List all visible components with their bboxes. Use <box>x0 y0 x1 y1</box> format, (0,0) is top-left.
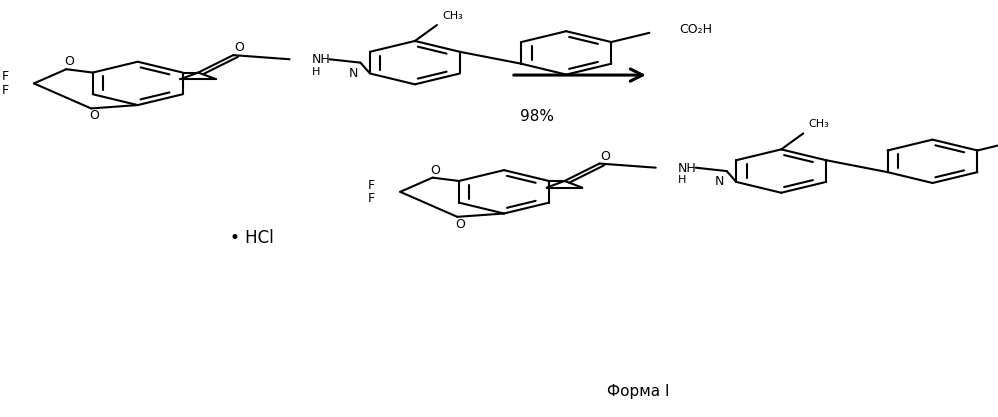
Text: • HCl: • HCl <box>230 229 273 247</box>
Text: Форма I: Форма I <box>608 384 670 399</box>
Text: NH: NH <box>678 162 697 175</box>
Text: O: O <box>89 109 99 123</box>
Text: O: O <box>455 218 465 231</box>
Text: O: O <box>430 163 440 177</box>
Text: H: H <box>678 175 686 185</box>
Text: CO₂H: CO₂H <box>680 23 713 36</box>
Text: N: N <box>348 67 358 80</box>
Text: O: O <box>235 41 245 54</box>
Text: 98%: 98% <box>520 109 554 124</box>
Text: O: O <box>64 55 74 68</box>
Text: N: N <box>715 176 725 188</box>
Text: NH: NH <box>311 53 330 66</box>
Text: F: F <box>368 178 375 192</box>
Text: H: H <box>311 67 319 77</box>
Text: CH₃: CH₃ <box>808 119 829 129</box>
Text: F: F <box>2 83 9 97</box>
Text: O: O <box>601 150 611 163</box>
Text: F: F <box>368 192 375 205</box>
Text: F: F <box>2 70 9 83</box>
Text: CH₃: CH₃ <box>442 11 463 21</box>
